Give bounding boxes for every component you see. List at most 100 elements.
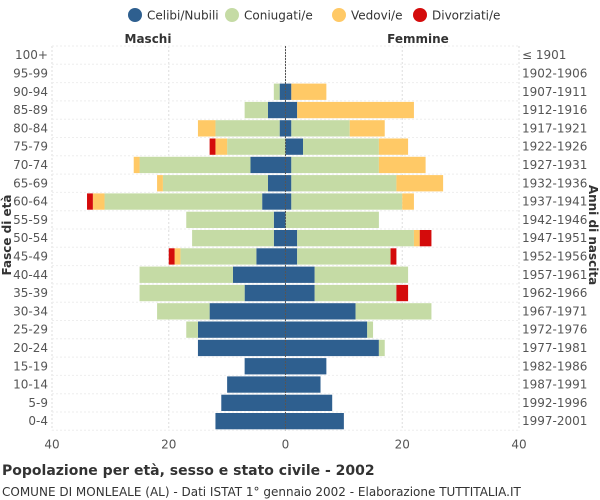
bar-male — [215, 138, 228, 155]
birth-year-label: 1972-1976 — [522, 323, 587, 337]
legend-label: Celibi/Nubili — [147, 9, 219, 23]
bar-male — [139, 156, 251, 174]
bar-male — [197, 339, 286, 357]
bar-female — [285, 248, 298, 265]
bar-female — [285, 284, 315, 302]
birth-year-label: 1937-1941 — [522, 195, 587, 209]
legend-label: Coniugati/e — [244, 9, 313, 23]
bar-female — [297, 230, 414, 247]
bar-female — [378, 156, 426, 174]
age-group-label: 50-54 — [13, 231, 48, 245]
x-axis-ticks: 40 20 0 20 40 — [44, 437, 526, 451]
bar-female — [355, 303, 432, 320]
bar-female — [314, 284, 397, 302]
birth-year-label: 1997-2001 — [522, 414, 587, 428]
bar-female — [285, 156, 292, 174]
birth-year-label: 1957-1961 — [522, 268, 587, 282]
bar-female — [285, 175, 292, 192]
bar-male — [273, 211, 286, 228]
age-group-label: 40-44 — [13, 268, 48, 282]
age-group-label: 45-49 — [13, 249, 48, 263]
birth-year-label: 1942-1946 — [522, 213, 587, 227]
bar-female — [285, 376, 321, 393]
bar-female — [285, 83, 292, 100]
bar-female — [285, 101, 298, 119]
age-group-label: 0-4 — [28, 414, 48, 428]
bar-female — [291, 120, 350, 137]
bar-male — [174, 248, 181, 265]
bar-male — [168, 248, 175, 265]
bar-male — [209, 138, 216, 155]
bar-female — [419, 230, 432, 247]
bar-male — [244, 284, 286, 302]
age-group-label: 15-19 — [13, 359, 48, 373]
bar-female — [402, 193, 414, 210]
bar-female — [285, 413, 344, 430]
bar-female — [285, 339, 379, 357]
x-tick-label: 40 — [511, 437, 526, 451]
bar-female — [291, 175, 397, 192]
bar-male — [279, 83, 286, 100]
x-tick-label: 40 — [44, 437, 59, 451]
legend-label: Divorziati/e — [432, 9, 500, 23]
birth-year-label: 1992-1996 — [522, 396, 587, 410]
age-group-label: 75-79 — [13, 140, 48, 154]
bar-male — [157, 303, 210, 320]
bar-male — [215, 120, 280, 137]
bar-female — [291, 193, 403, 210]
bar-male — [273, 230, 286, 247]
bar-female — [349, 120, 385, 137]
bar-female — [291, 156, 379, 174]
bar-male — [197, 321, 286, 338]
bar-male — [279, 120, 286, 137]
age-group-label: 30-34 — [13, 304, 48, 318]
birth-year-labels: ≤ 1901 1902-1906 1907-1911 1912-1916 1917-19… — [522, 48, 587, 428]
bar-male — [104, 193, 263, 210]
bar-male — [267, 101, 286, 119]
bars — [87, 46, 444, 431]
bar-female — [285, 138, 304, 155]
bar-male — [262, 193, 286, 210]
bar-male — [87, 193, 93, 210]
birth-year-label: 1987-1991 — [522, 378, 587, 392]
age-group-label: 60-64 — [13, 195, 48, 209]
birth-year-label: ≤ 1901 — [522, 48, 566, 62]
birth-year-label: 1912-1916 — [522, 103, 587, 117]
bar-male — [133, 156, 140, 174]
y-axis-label-left: Fasce di età — [0, 194, 14, 275]
bar-female — [297, 101, 414, 119]
bar-male — [192, 230, 274, 247]
age-group-label: 35-39 — [13, 286, 48, 300]
bar-female — [285, 230, 298, 247]
legend-swatch — [225, 8, 239, 22]
age-group-label: 90-94 — [13, 85, 48, 99]
bar-male — [267, 175, 286, 192]
bar-male — [197, 120, 216, 137]
age-group-label: 65-69 — [13, 176, 48, 190]
bar-male — [273, 83, 280, 100]
y-axis-label-right: Anni di nascita — [586, 185, 600, 285]
birth-year-label: 1907-1911 — [522, 85, 587, 99]
age-group-label: 20-24 — [13, 341, 48, 355]
bar-male — [180, 248, 257, 265]
bar-female — [285, 321, 368, 338]
legend: Celibi/Nubili Coniugati/e Vedovi/e Divorzia… — [128, 8, 500, 23]
birth-year-label: 1977-1981 — [522, 341, 587, 355]
age-group-label: 85-89 — [13, 103, 48, 117]
bar-male — [157, 175, 163, 192]
bar-male — [232, 266, 286, 283]
legend-swatch — [332, 8, 346, 22]
males-header: Maschi — [125, 32, 172, 46]
age-group-label: 80-84 — [13, 121, 48, 135]
bar-female — [297, 248, 391, 265]
age-group-label: 5-9 — [28, 396, 48, 410]
bar-female — [285, 394, 333, 411]
birth-year-label: 1962-1966 — [522, 286, 587, 300]
x-tick-label: 20 — [161, 437, 176, 451]
bar-female — [285, 193, 292, 210]
bar-female — [378, 138, 409, 155]
birth-year-label: 1982-1986 — [522, 359, 587, 373]
bar-female — [285, 358, 327, 375]
bar-male — [250, 156, 286, 174]
females-header: Femmine — [387, 32, 449, 46]
